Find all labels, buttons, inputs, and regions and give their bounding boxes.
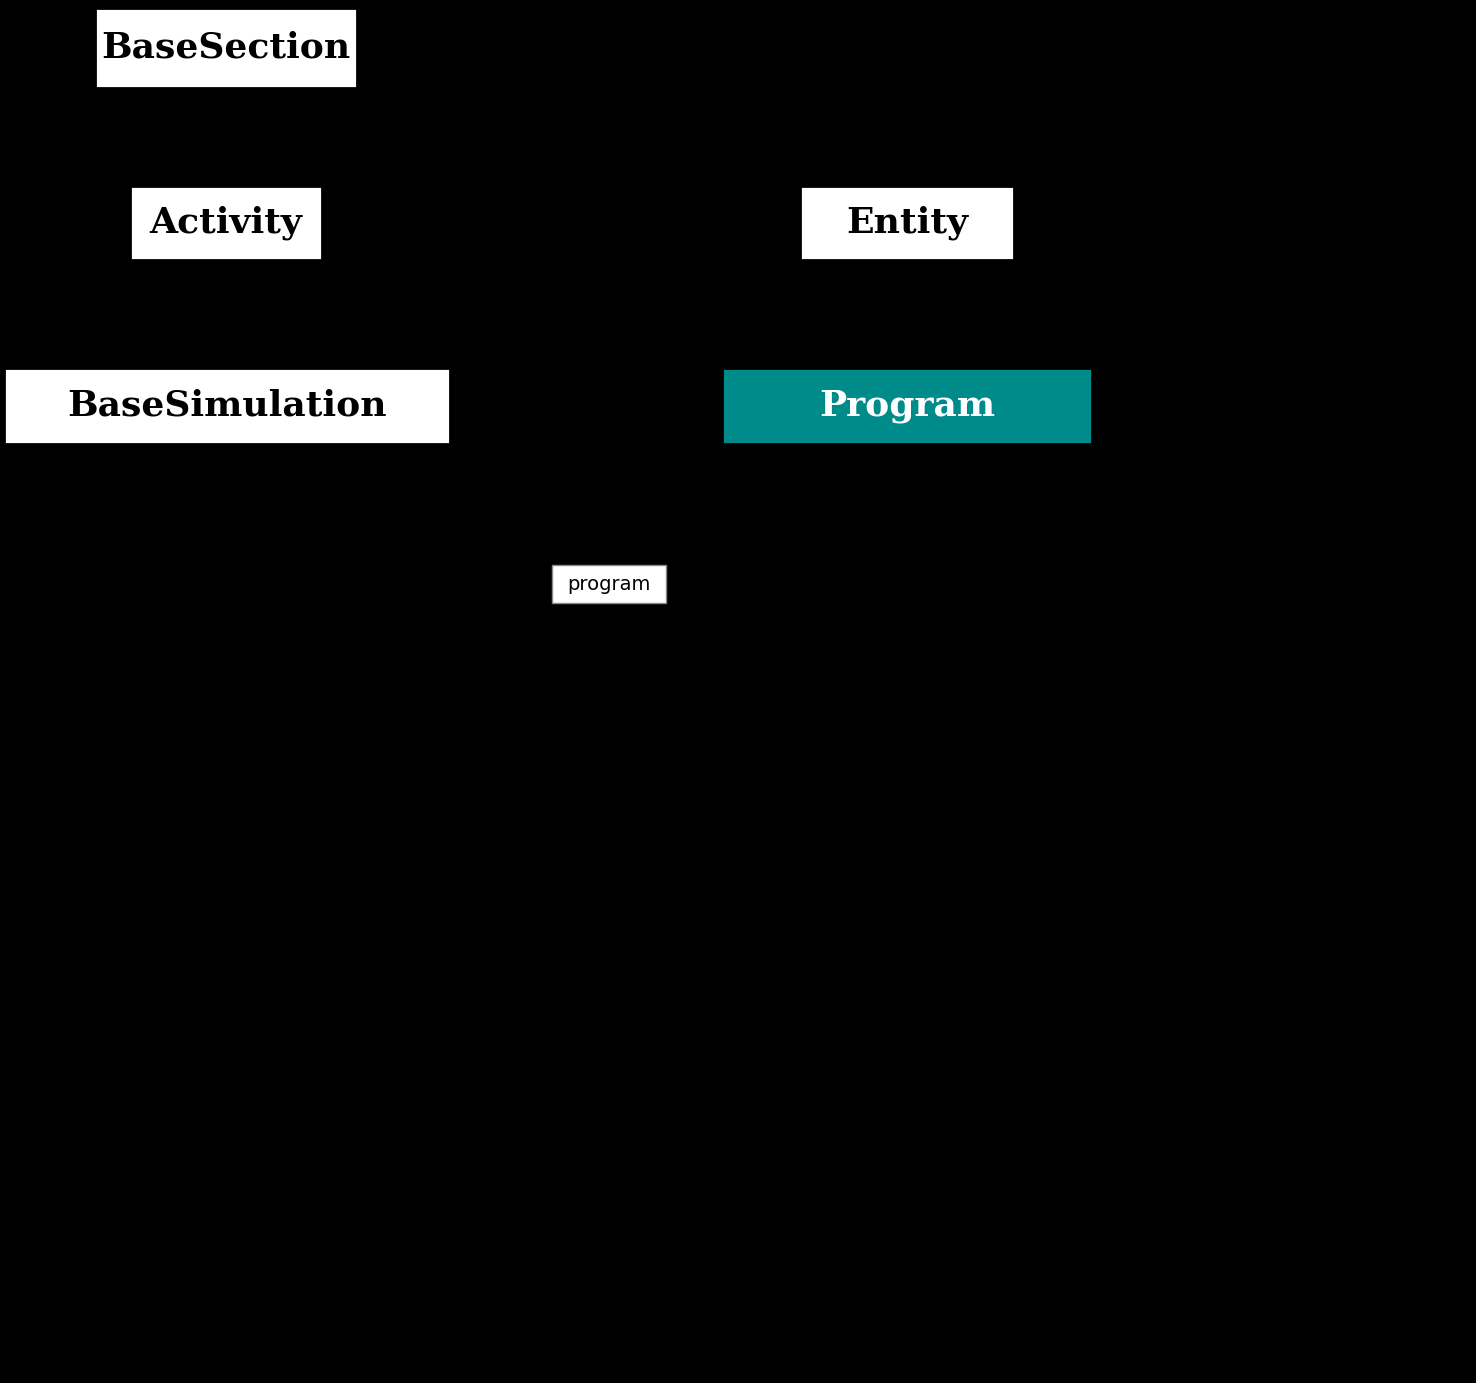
Text: program: program [567,574,651,593]
FancyBboxPatch shape [800,185,1014,260]
FancyBboxPatch shape [130,185,322,260]
FancyBboxPatch shape [722,368,1092,444]
FancyBboxPatch shape [552,566,666,603]
Text: BaseSection: BaseSection [102,30,351,65]
Text: BaseSimulation: BaseSimulation [68,389,387,423]
FancyBboxPatch shape [4,368,450,444]
FancyBboxPatch shape [94,8,357,89]
Text: Activity: Activity [149,206,303,241]
Text: Entity: Entity [846,206,968,241]
Text: Program: Program [819,389,995,423]
